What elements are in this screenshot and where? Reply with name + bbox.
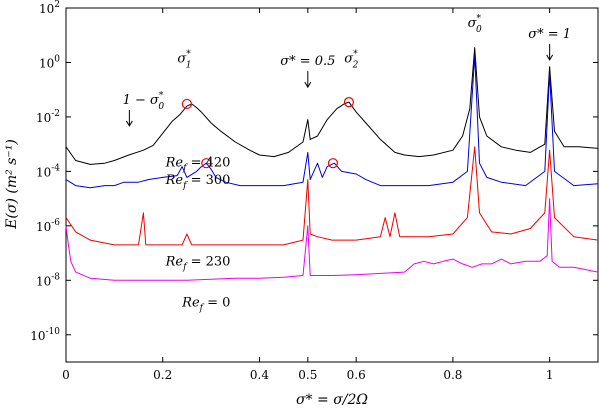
annotation-text-sigma0: σ* 0 xyxy=(468,14,482,35)
series-line-0 xyxy=(65,47,599,165)
y-tick-label-3: 10-4 xyxy=(36,163,60,179)
x-axis-label: σ* = σ/2Ω xyxy=(296,392,368,408)
peak-circle-2 xyxy=(201,158,212,169)
annotation-sigma-one: σ* = 1 xyxy=(528,27,571,61)
series-line-2 xyxy=(65,146,599,246)
plot-border xyxy=(65,7,599,363)
plot-frame xyxy=(65,7,599,363)
annotation-text-one-minus-sigma0: 1 − σ* 0 xyxy=(123,91,165,112)
annotation-text-sigma-one: σ* = 1 xyxy=(528,27,571,42)
annotation-arrowhead-sigma-one xyxy=(546,54,554,61)
y-tick-label-2: 10-6 xyxy=(36,218,60,234)
curve-label-2: Ref = 230 xyxy=(165,254,231,272)
x-tick-label-4: 0.6 xyxy=(347,368,366,382)
x-tick-label-2: 0.4 xyxy=(250,368,269,382)
annotation-sigma1: σ* 1 xyxy=(177,49,191,70)
annotation-text-sigma2: σ* 2 xyxy=(344,49,358,70)
y-tick-label-6: 102 xyxy=(39,0,60,16)
y-axis-label: E(σ) (m² s⁻¹) xyxy=(4,139,20,230)
annotation-sigma2: σ* 2 xyxy=(344,49,358,70)
annotation-arrowhead-sigma-half xyxy=(304,81,312,89)
annotation-sigma-half: σ* = 0.5 xyxy=(280,54,335,89)
series-layer xyxy=(65,47,599,281)
x-tick-label-6: 1 xyxy=(546,368,554,382)
annotations: 1 − σ* 0 σ* 1 σ* = 0.5 σ* 2 σ* 0 σ* = 1 xyxy=(123,14,571,127)
annotation-text-sigma1: σ* 1 xyxy=(177,49,191,70)
peak-circle-1 xyxy=(343,97,355,108)
peak-markers xyxy=(181,97,355,169)
series-line-1 xyxy=(65,55,599,189)
annotation-one-minus-sigma0: 1 − σ* 0 xyxy=(123,91,165,127)
x-tick-label-5: 0.8 xyxy=(443,368,462,382)
curve-label-3: Ref = 0 xyxy=(181,295,230,313)
curve-label-0: Ref = 420 xyxy=(165,156,231,174)
series-line-3 xyxy=(65,198,599,281)
peak-circle-0 xyxy=(181,98,193,110)
peak-circle-3 xyxy=(327,158,339,169)
y-tick-label-0: 10-10 xyxy=(30,327,60,343)
annotation-arrowhead-one-minus-sigma0 xyxy=(125,120,133,127)
x-tick-label-0: 0 xyxy=(62,368,70,382)
y-tick-label-1: 10-8 xyxy=(36,272,60,288)
axes: 0 0.2 0.4 0.5 0.6 0.8 1 10-10 10-8 10-6 10-4 10-2 10… xyxy=(30,0,598,382)
annotation-text-sigma-half: σ* = 0.5 xyxy=(280,54,335,69)
x-tick-label-1: 0.2 xyxy=(153,368,172,382)
annotation-sigma0: σ* 0 xyxy=(468,14,482,35)
y-tick-label-5: 100 xyxy=(39,54,60,70)
y-tick-label-4: 10-2 xyxy=(36,109,60,125)
x-tick-label-3: 0.5 xyxy=(298,368,317,382)
curve-label-1: Ref = 300 xyxy=(165,173,231,191)
